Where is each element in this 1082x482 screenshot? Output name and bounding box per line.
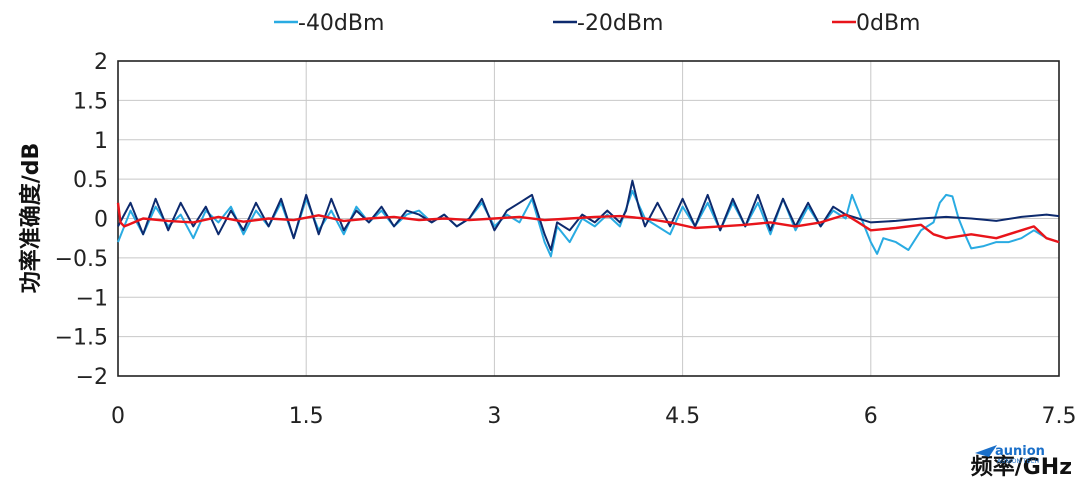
- x-axis-title: 频率/GHz: [971, 454, 1072, 480]
- y-tick-label: −1: [76, 286, 108, 311]
- plot-frame: [117, 60, 1060, 377]
- y-axis-title: 功率准确度/dB: [18, 143, 44, 294]
- x-tick-label: 6: [864, 404, 878, 429]
- legend-label-2: 0dBm: [856, 11, 921, 36]
- series-line-2: [116, 202, 1060, 244]
- svg-text:aunion: aunion: [995, 444, 1045, 459]
- x-tick-label: 0: [111, 404, 125, 429]
- legend-label-1: -20dBm: [577, 11, 663, 36]
- y-tick-label: −1.5: [55, 326, 108, 351]
- svg-text:AUNION TECH: AUNION TECH: [997, 458, 1039, 465]
- x-tick-label: 1.5: [289, 404, 324, 429]
- y-tick-label: 2: [94, 50, 108, 75]
- y-tick-label: 1.5: [73, 89, 108, 114]
- aunion-logo: aunion AUNION TECH: [975, 444, 1045, 465]
- series-layer: [116, 179, 1060, 258]
- plane-icon: [975, 445, 997, 457]
- y-tick-label: −0.5: [55, 247, 108, 272]
- series-line-1: [117, 179, 1060, 251]
- legend-label-0: -40dBm: [298, 11, 384, 36]
- x-tick-label: 3: [487, 404, 501, 429]
- series-line-0: [117, 189, 1060, 258]
- y-tick-label: 1: [94, 129, 108, 154]
- x-tick-label: 7.5: [1042, 404, 1077, 429]
- y-tick-label: −2: [76, 365, 108, 390]
- x-tick-labels: 0 1.5 3 4.5 6 7.5: [111, 404, 1077, 429]
- legend: -40dBm -20dBm 0dBm: [274, 11, 921, 36]
- y-tick-label: 0.5: [73, 168, 108, 193]
- x-tick-label: 4.5: [665, 404, 700, 429]
- y-tick-label: 0: [94, 208, 108, 233]
- y-tick-labels: 2 1.5 1 0.5 0 −0.5 −1 −1.5 −2: [55, 50, 108, 390]
